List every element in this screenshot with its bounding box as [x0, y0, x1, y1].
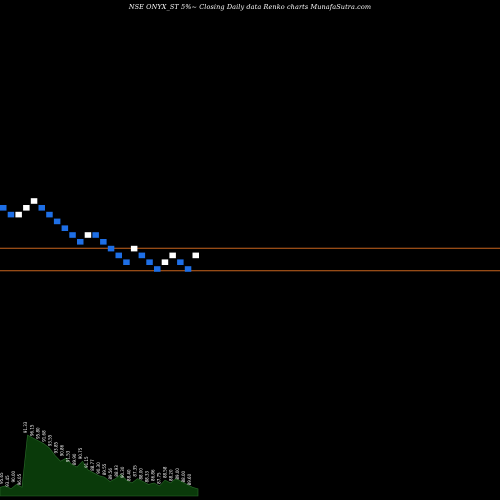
volume-data-label: 93.45	[5, 475, 10, 487]
volume-data-label: 88.93	[114, 465, 119, 477]
volume-data-label: 93.85	[54, 441, 59, 453]
volume-data-label: 96.05	[17, 473, 22, 485]
volume-data-label: 88.58	[163, 466, 168, 478]
volume-data-label: 89.55	[102, 463, 107, 475]
volume-data-label: 91.15	[84, 456, 89, 468]
volume-data-label: 88.20	[169, 469, 174, 481]
volume-data-label: 89.00	[175, 468, 180, 480]
renko-brick-up	[23, 205, 30, 211]
volume-data-label: 89.56	[108, 468, 113, 480]
renko-brick-down	[184, 266, 192, 272]
chart-title: NSE ONYX_ST 5%~ Closing Daily data Renko…	[128, 3, 372, 11]
volume-data-label: 86.86	[151, 469, 156, 481]
renko-brick-down	[107, 245, 115, 252]
renko-brick-down	[53, 218, 61, 225]
renko-brick-down	[115, 252, 122, 259]
renko-brick-down	[69, 232, 76, 238]
volume-data-label: 87.75	[157, 472, 162, 484]
volume-data-label: 88.00	[138, 468, 143, 480]
volume-data-label: 91.53	[66, 450, 71, 462]
renko-brick-down	[138, 252, 146, 259]
volume-data-label: 91.33	[23, 421, 28, 433]
volume-data-label: 88.00	[181, 470, 186, 482]
volume-data-label: 88.33	[145, 470, 150, 482]
renko-brick-down	[177, 259, 184, 265]
volume-data-label: 88.40	[126, 469, 131, 481]
renko-brick-down	[154, 266, 161, 272]
volume-data-label: 90.30	[96, 462, 101, 474]
reference-lines	[0, 247, 500, 272]
renko-brick-up	[84, 232, 92, 238]
renko-brick-up	[30, 198, 38, 204]
volume-data-label: 93.55	[48, 434, 53, 446]
volume-data-label: 90.30	[120, 466, 125, 478]
renko-brick-down	[77, 239, 84, 245]
renko-brick-down	[0, 205, 7, 211]
volume-labels: 95.65 93.45 90.00 96.05 91.33 96.15 95.80 91.68…	[0, 421, 192, 487]
volume-data-label: 90.86	[60, 444, 65, 456]
renko-brick-down	[100, 239, 107, 245]
renko-brick-down	[146, 259, 153, 265]
volume-data-label: 90.75	[78, 447, 83, 459]
volume-area	[0, 434, 199, 497]
volume-data-label: 96.15	[29, 424, 34, 436]
renko-brick-up	[15, 211, 22, 218]
renko-brick-up	[169, 252, 176, 259]
renko-brick-down	[92, 232, 99, 238]
renko-brick-down	[123, 259, 130, 265]
volume-data-label: 90.00	[11, 470, 16, 482]
volume-data-label: 95.65	[0, 472, 4, 484]
volume-data-label: 89.90	[72, 453, 77, 465]
renko-brick-down	[7, 211, 15, 218]
volume-data-label: 87.35	[132, 465, 137, 477]
renko-brick-down	[61, 225, 69, 231]
renko-brick-up	[192, 252, 199, 259]
volume-data-label: 88.77	[90, 459, 95, 471]
volume-data-label: 89.60	[187, 473, 192, 485]
renko-brick-down	[38, 205, 45, 211]
volume-data-label: 95.80	[35, 427, 40, 439]
volume-data-label: 91.68	[41, 430, 46, 442]
volume-area-shape	[0, 434, 199, 497]
renko-brick-up	[161, 259, 169, 265]
renko-bricks	[0, 198, 199, 272]
renko-brick-down	[46, 211, 53, 218]
renko-brick-up	[130, 245, 138, 252]
